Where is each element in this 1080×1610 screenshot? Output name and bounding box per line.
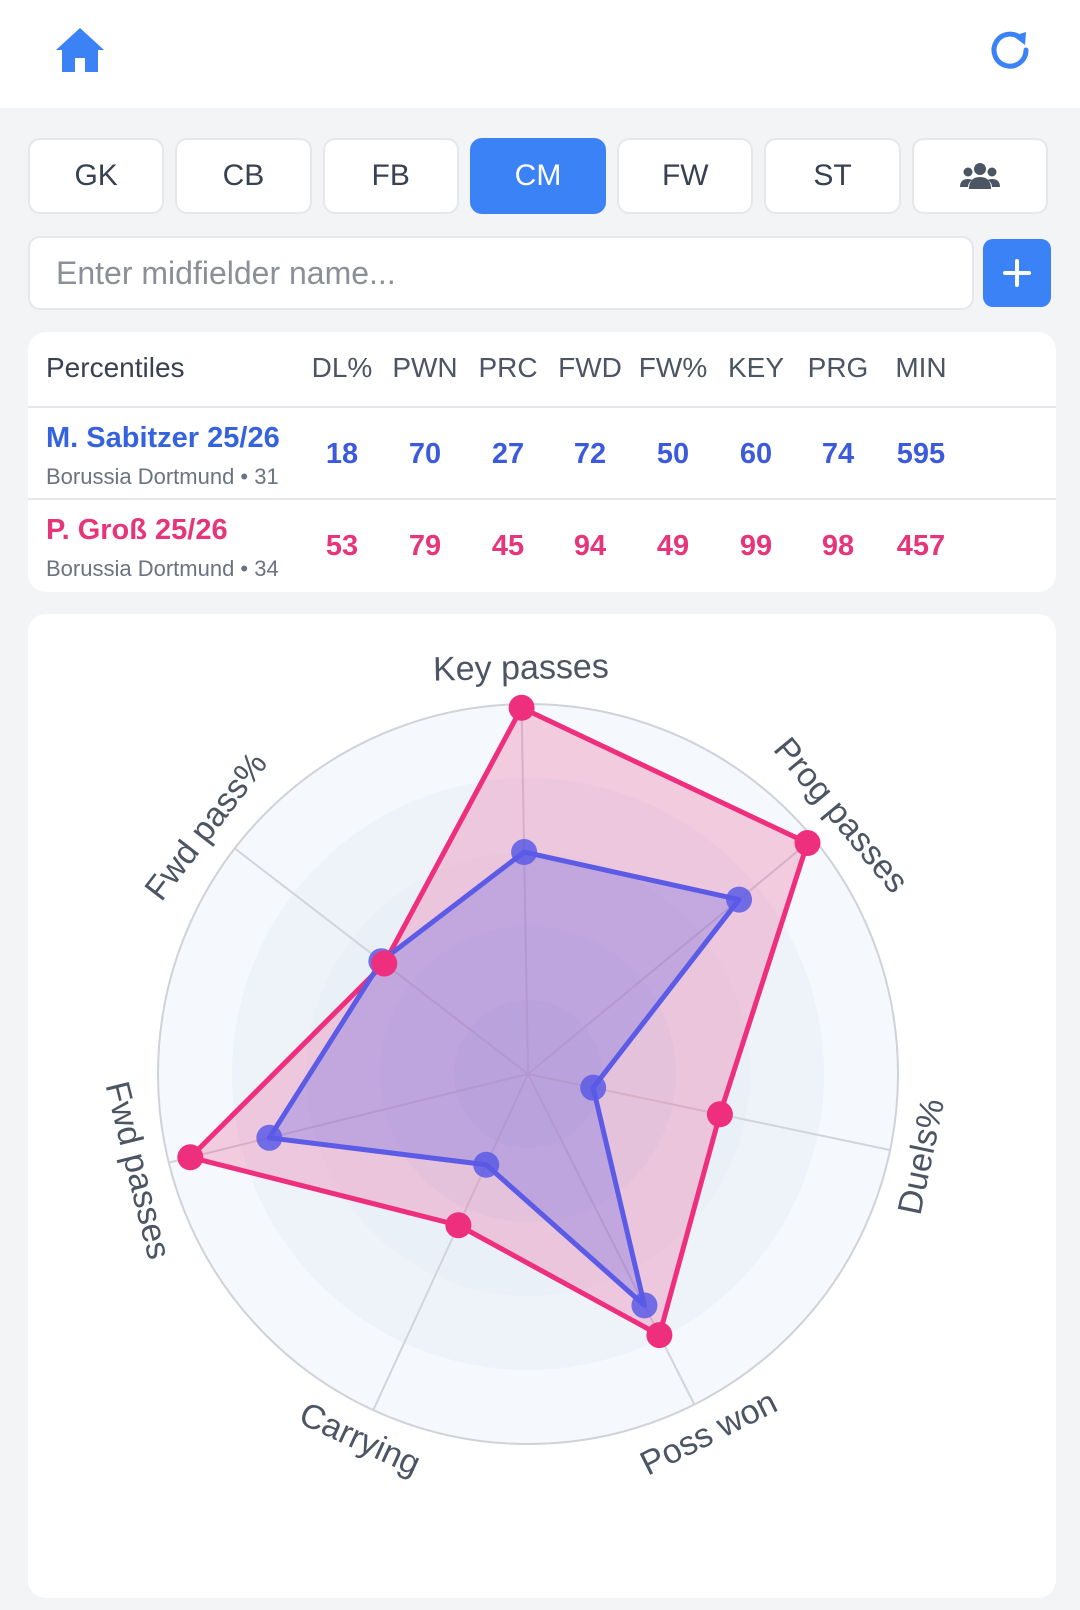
tab-gk[interactable]: GK [28,138,165,214]
value-key: 60 [739,438,773,470]
radar-point [794,830,821,857]
radar-spoke [372,1073,529,1411]
refresh-icon [991,31,1029,69]
player-club: Borussia Dortmund • 31 [46,464,279,489]
value-min: 457 [896,530,946,562]
top-bar [0,0,1080,108]
tab-teams[interactable] [911,138,1048,214]
value-fw: 50 [656,438,690,470]
col-dl: DL% [311,352,373,383]
tab-fb[interactable]: FB [322,138,459,214]
col-fw: FW% [638,352,708,383]
tab-st[interactable]: ST [764,138,901,214]
radar-spoke [527,1073,696,1405]
radar-point [256,1124,283,1151]
table-header-label: Percentiles [46,352,185,383]
col-key: KEY [727,352,785,383]
axis-label: Duels% [891,1095,952,1217]
radar-point [508,694,535,721]
player-club: Borussia Dortmund • 34 [46,556,279,581]
value-pwn: 70 [408,438,442,470]
value-pwn: 79 [408,530,442,562]
table-row[interactable]: P. Groß 25/26 Borussia Dortmund • 34 53 … [28,500,1056,592]
radar-spoke [520,704,529,1075]
radar-point [511,839,538,866]
value-key: 99 [739,530,773,562]
radar-spoke [527,837,814,1075]
radar-point [646,1322,673,1349]
radar-point [726,886,753,913]
radar-point [580,1074,607,1101]
add-player-button[interactable] [983,239,1051,307]
col-pwn: PWN [392,352,458,383]
radar-point [631,1292,658,1319]
value-fwd: 72 [573,438,607,470]
home-icon [56,28,104,72]
percentiles-table: Percentiles DL% PWN PRC FWD FW% KEY PRG … [28,332,1056,592]
value-dl: 18 [325,438,359,470]
value-dl: 53 [325,530,359,562]
radar-point [177,1144,204,1171]
radar-spoke [168,1073,529,1164]
player-name: M. Sabitzer 25/26 [46,422,280,454]
radar-point [371,950,398,977]
axis-label: Key passes [433,648,609,689]
tab-cm[interactable]: CM [469,138,607,214]
table-row[interactable]: M. Sabitzer 25/26 Borussia Dortmund • 31… [28,408,1056,500]
table-header-row: Percentiles DL% PWN PRC FWD FW% KEY PRG … [28,332,1056,408]
col-min: MIN [895,352,947,383]
tab-cb[interactable]: CB [175,138,312,214]
radar-point [706,1101,733,1128]
value-prc: 45 [491,530,525,562]
radar-chart-card: Key passes Prog passes Duels% Poss won Carry… [28,614,1056,1598]
col-prg: PRG [807,352,869,383]
player-search-input[interactable] [28,236,974,310]
radar-point [473,1151,500,1178]
value-prg: 74 [821,438,855,470]
value-fw: 49 [656,530,690,562]
col-fwd: FWD [558,352,622,383]
refresh-button[interactable] [982,22,1038,78]
col-prc: PRC [478,352,538,383]
tab-fw[interactable]: FW [617,138,754,214]
value-min: 595 [896,438,946,470]
position-tabs: GK CB FB CM FW ST [28,138,1048,214]
player-name: P. Groß 25/26 [46,514,228,546]
users-icon [959,163,1000,189]
radar-point [445,1212,472,1239]
plus-icon [1003,259,1031,287]
value-fwd: 94 [573,530,607,562]
value-prg: 98 [821,530,855,562]
value-prc: 27 [491,438,525,470]
home-button[interactable] [52,22,108,78]
radar-series-1 [187,705,811,1338]
